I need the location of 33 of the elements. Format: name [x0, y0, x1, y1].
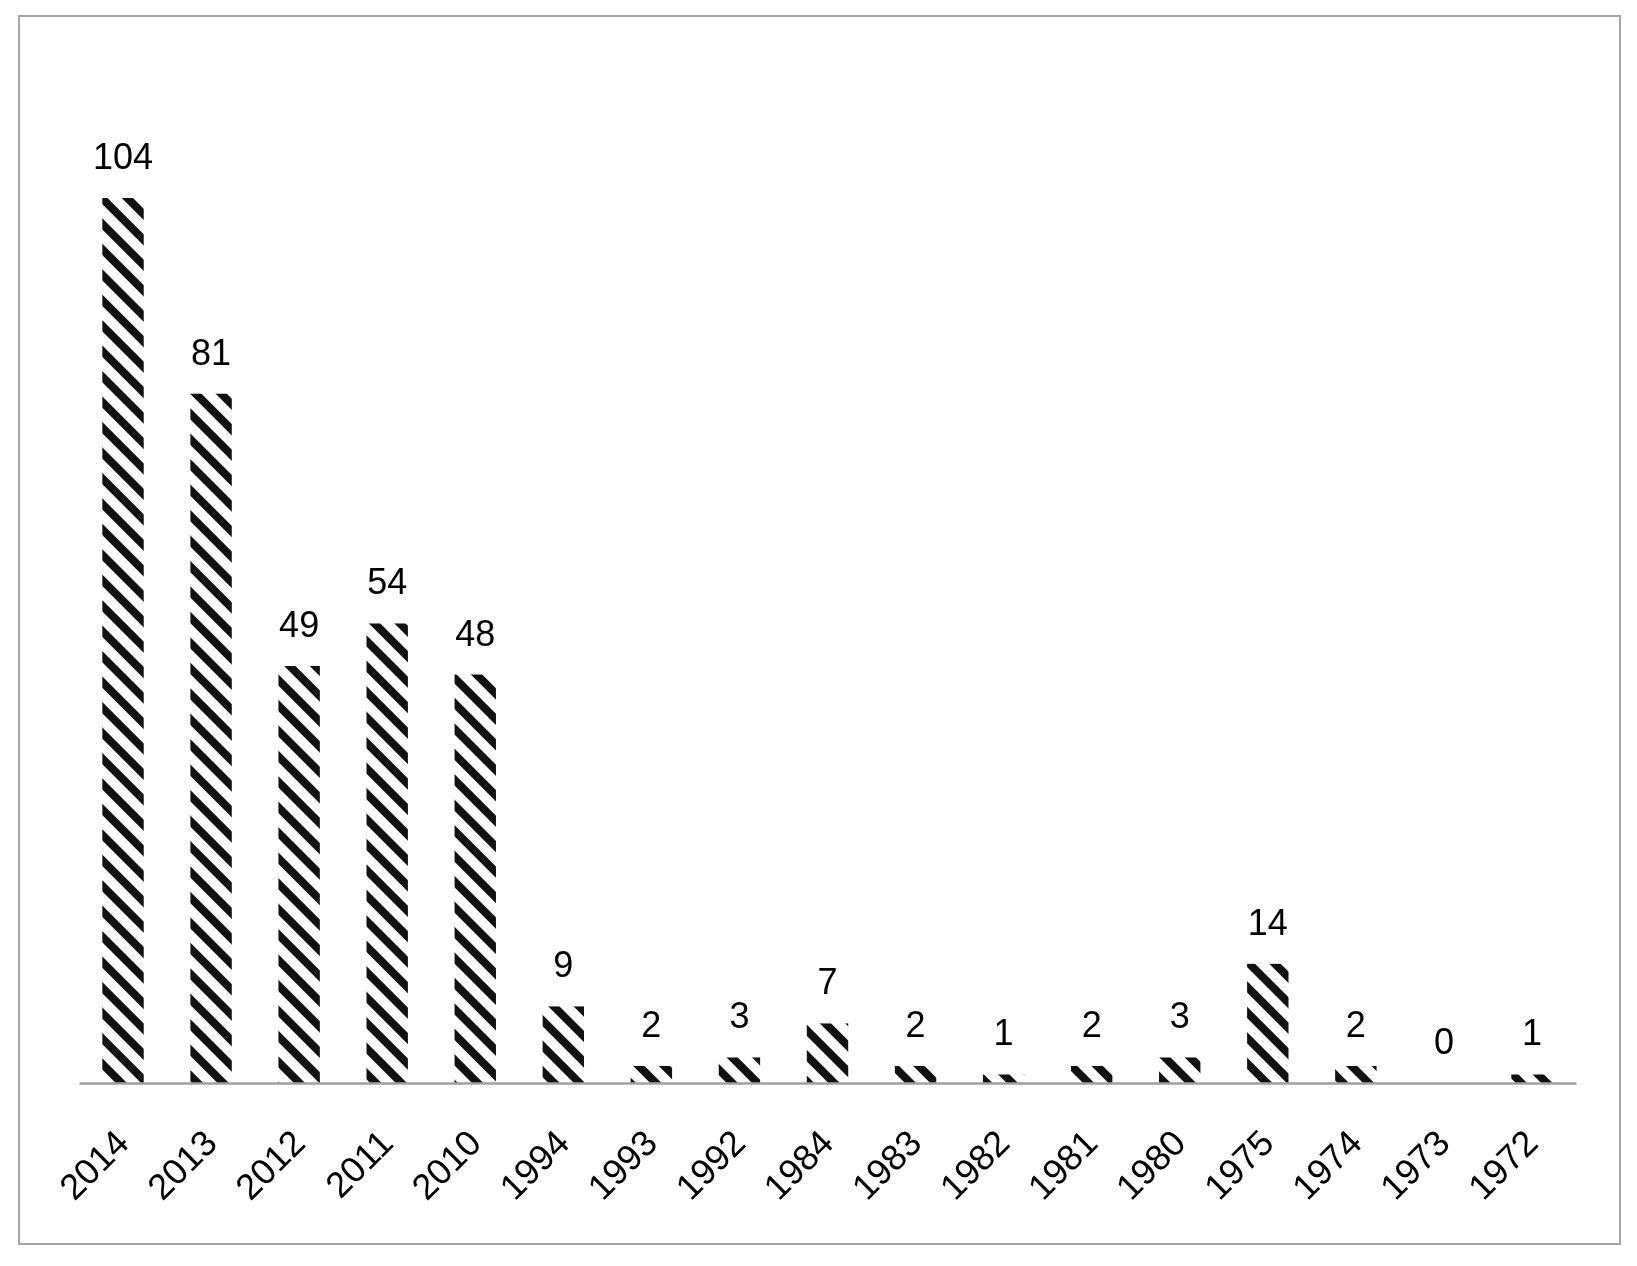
bar: [630, 1065, 673, 1083]
bar: [1511, 1074, 1553, 1083]
data-label: 2: [1345, 1003, 1366, 1045]
data-label: 3: [729, 995, 750, 1037]
bar: [806, 1023, 849, 1083]
data-label: 81: [191, 331, 232, 373]
bar: [718, 1057, 761, 1083]
bar: [278, 666, 320, 1083]
bar: [982, 1074, 1025, 1083]
data-label: 48: [455, 612, 496, 654]
bar: [102, 198, 144, 1083]
data-label: 54: [367, 561, 408, 603]
bar: [1335, 1065, 1377, 1083]
bar: [190, 393, 232, 1083]
data-label: 1: [993, 1012, 1014, 1054]
bar: [1159, 1057, 1201, 1083]
data-label: 104: [92, 136, 154, 177]
bar: [894, 1065, 937, 1083]
data-label: 2: [1081, 1003, 1102, 1045]
bar: [454, 674, 496, 1083]
bar: [1247, 963, 1289, 1083]
bar: [1070, 1065, 1113, 1083]
data-label: 14: [1247, 901, 1288, 943]
data-label: 9: [553, 944, 574, 986]
data-label: 49: [279, 604, 320, 646]
data-label: 2: [641, 1003, 662, 1045]
data-label: 7: [817, 961, 838, 1003]
bar: [542, 1006, 585, 1083]
data-label: 2: [905, 1003, 926, 1045]
data-label: 1: [1521, 1012, 1542, 1054]
data-label: 0: [1433, 1021, 1454, 1062]
data-label: 3: [1169, 995, 1190, 1037]
bar: [366, 623, 408, 1083]
